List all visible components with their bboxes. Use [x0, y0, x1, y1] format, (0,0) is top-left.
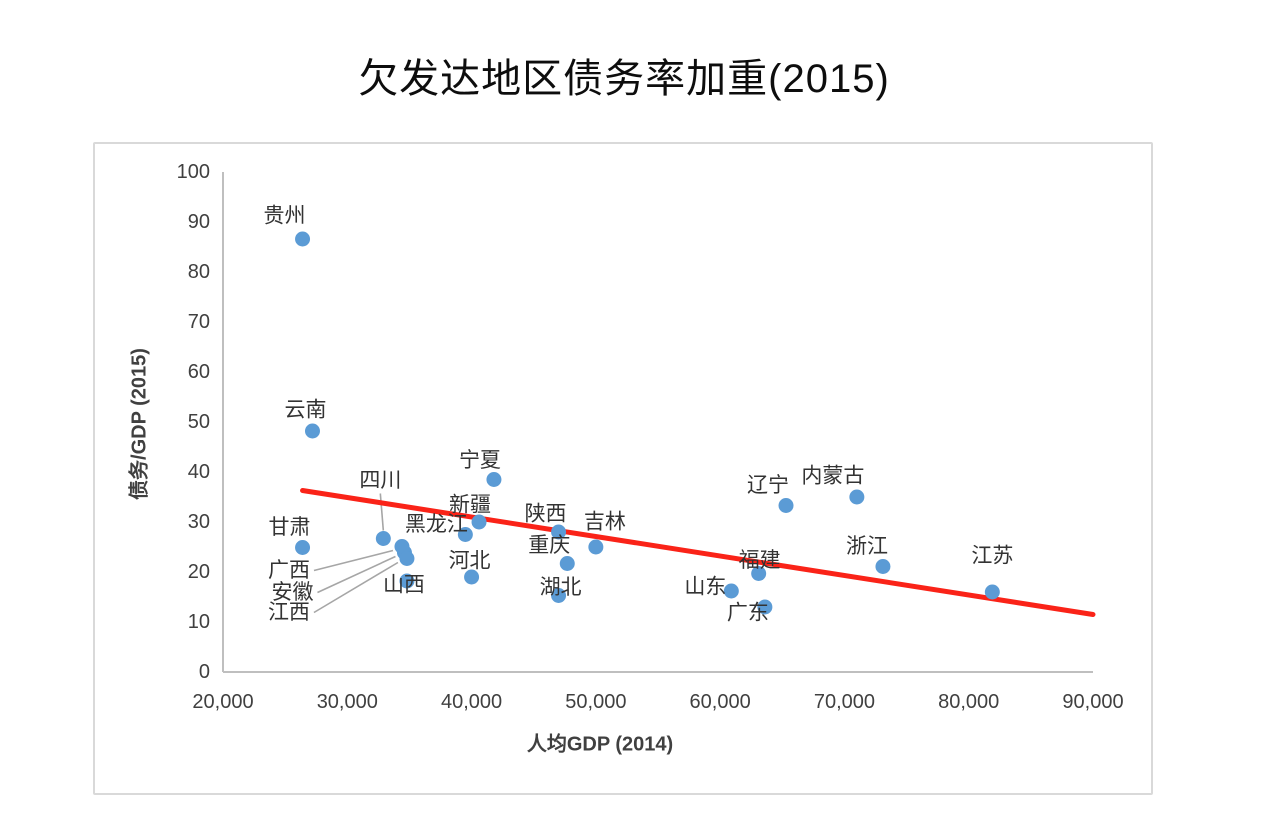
point-label-辽宁: 辽宁 — [747, 474, 789, 497]
y-tick-label: 100 — [177, 161, 210, 183]
y-tick-label: 20 — [188, 561, 210, 583]
data-point-贵州 — [295, 231, 311, 247]
y-tick-label: 80 — [188, 261, 210, 283]
y-axis-title: 债务/GDP (2015) — [128, 348, 151, 500]
data-point-江西 — [399, 551, 415, 566]
label-leader-line — [313, 561, 399, 614]
y-tick-label: 10 — [188, 611, 210, 633]
x-tick-label: 30,000 — [317, 691, 378, 713]
chart-area: 0 10 20 30 40 50 60 70 80 90 100 20,000 30,000 40,000… — [93, 142, 1153, 795]
data-point-内蒙古 — [849, 489, 865, 505]
point-label-陕西: 陕西 — [525, 503, 567, 526]
point-label-山西: 山西 — [383, 574, 425, 597]
point-label-江西: 江西 — [268, 601, 310, 624]
point-label-湖北: 湖北 — [540, 576, 582, 599]
point-label-甘肃: 甘肃 — [269, 516, 311, 539]
x-tick-label: 70,000 — [814, 691, 875, 713]
point-label-广东: 广东 — [727, 602, 769, 625]
x-tick-label: 90,000 — [1062, 691, 1123, 713]
point-label-浙江: 浙江 — [846, 535, 888, 558]
x-tick-label: 20,000 — [192, 691, 253, 713]
scatter-plot: 0 10 20 30 40 50 60 70 80 90 100 20,000 30,000 40,000… — [177, 161, 1124, 713]
data-point-广东 — [757, 599, 773, 615]
point-label-新疆: 新疆 — [449, 494, 491, 517]
point-label-内蒙古: 内蒙古 — [801, 465, 864, 488]
point-label-贵州: 贵州 — [264, 205, 306, 228]
data-point-新疆 — [471, 514, 487, 530]
point-label-河北: 河北 — [449, 550, 491, 573]
x-tick-label: 40,000 — [441, 691, 502, 713]
point-label-吉林: 吉林 — [584, 511, 626, 534]
data-point-浙江 — [875, 559, 891, 574]
data-point-甘肃 — [295, 540, 311, 555]
data-point-吉林 — [588, 539, 604, 555]
x-tick-label: 50,000 — [565, 691, 626, 713]
point-label-安徽: 安徽 — [271, 581, 313, 604]
y-tick-label: 90 — [188, 211, 210, 233]
data-point-河北 — [464, 569, 480, 585]
data-point-陕西 — [551, 524, 567, 540]
data-point-黑龙江 — [457, 527, 473, 542]
point-label-宁夏: 宁夏 — [459, 449, 501, 472]
y-tick-label: 0 — [199, 661, 210, 683]
point-label-福建: 福建 — [739, 549, 781, 572]
data-point-江苏 — [984, 584, 1000, 600]
point-label-江苏: 江苏 — [971, 545, 1013, 568]
y-tick-label: 60 — [188, 361, 210, 383]
point-label-山东: 山东 — [684, 576, 726, 599]
data-point-重庆 — [559, 556, 575, 571]
point-label-黑龙江: 黑龙江 — [405, 513, 468, 536]
y-tick-label: 40 — [188, 461, 210, 483]
data-point-宁夏 — [486, 472, 502, 487]
chart-title: 欠发达地区债务率加重(2015) — [358, 57, 890, 101]
label-leader-line — [313, 549, 394, 572]
data-point-湖北 — [551, 588, 567, 603]
x-tick-label: 60,000 — [690, 691, 751, 713]
x-axis-title: 人均GDP (2014) — [526, 733, 674, 756]
label-leader-line — [379, 493, 385, 531]
data-point-四川 — [375, 531, 391, 546]
label-leader-line — [317, 555, 396, 594]
y-tick-label: 30 — [188, 511, 210, 533]
data-point-福建 — [751, 566, 767, 581]
data-point-山西 — [399, 573, 415, 589]
data-point-辽宁 — [778, 498, 794, 513]
y-tick-label: 70 — [188, 311, 210, 333]
x-tick-label: 80,000 — [938, 691, 999, 713]
trend-line — [300, 488, 1096, 617]
point-label-重庆: 重庆 — [528, 534, 570, 557]
data-point-山东 — [723, 583, 739, 599]
point-label-四川: 四川 — [359, 469, 401, 492]
data-point-云南 — [304, 423, 320, 439]
point-label-云南: 云南 — [284, 399, 326, 422]
point-label-广西: 广西 — [268, 559, 310, 582]
y-tick-label: 50 — [188, 411, 210, 433]
